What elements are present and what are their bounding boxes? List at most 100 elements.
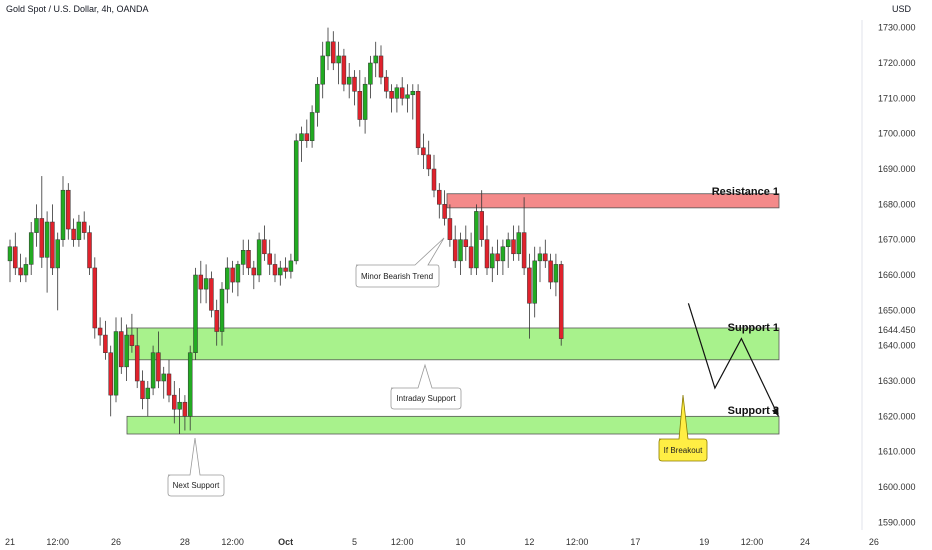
candles (7, 27, 564, 434)
candle (193, 267, 198, 360)
candle-body (527, 267, 532, 304)
candle (225, 257, 230, 304)
candle (262, 225, 267, 261)
candle-body (452, 239, 458, 262)
candle-body (225, 267, 230, 290)
x-tick-label: 21 (5, 537, 15, 547)
candle (410, 84, 416, 120)
candle (421, 133, 426, 169)
candle-body (368, 62, 373, 85)
y-tick-label: 1590.000 (878, 517, 916, 527)
candle-body (34, 218, 39, 233)
candle-body (484, 239, 490, 269)
candle-body (474, 211, 479, 269)
candle-body (198, 274, 204, 290)
candle-body (378, 55, 384, 78)
candle (373, 41, 378, 78)
candle-body (336, 55, 341, 64)
candle-body (384, 76, 389, 92)
x-tick-label: 10 (455, 537, 465, 547)
candle-body (399, 87, 405, 99)
candle (548, 253, 553, 290)
candle (87, 225, 92, 275)
candle-body (490, 253, 495, 269)
candle-body (187, 352, 193, 417)
candle (468, 232, 474, 275)
candle-body (108, 352, 113, 396)
candle-body (28, 232, 34, 265)
candle (490, 246, 495, 283)
candle (76, 214, 82, 247)
candle (458, 232, 463, 275)
intraday-support-text: Intraday Support (396, 394, 456, 403)
candle-body (18, 267, 23, 276)
candle-body (193, 274, 198, 353)
candle-body (150, 352, 156, 389)
candle (500, 239, 506, 275)
candle-body (315, 83, 320, 113)
candle (7, 239, 13, 283)
candle-body (320, 55, 325, 85)
candle (134, 328, 140, 389)
candle (346, 63, 352, 99)
candle (378, 45, 384, 85)
candle-body (103, 334, 108, 353)
intraday-support-callout: Intraday Support (390, 363, 462, 410)
candle-body (92, 267, 98, 329)
candle-body (209, 278, 214, 311)
candle (240, 239, 246, 275)
candle-body (532, 260, 537, 304)
candle (219, 282, 225, 346)
candle (166, 359, 172, 403)
next-support-callout: Next Support (167, 437, 225, 497)
candle-body (13, 246, 18, 269)
x-tick-label: 19 (699, 537, 709, 547)
candle (521, 197, 527, 275)
support-1-zone (126, 327, 780, 361)
x-tick-label: 26 (111, 537, 121, 547)
candle-body (331, 41, 336, 64)
y-tick-label: 1690.000 (878, 164, 916, 174)
candle-body (357, 91, 363, 120)
candle-body (543, 253, 548, 262)
candle-body (203, 278, 209, 290)
candle-body (182, 401, 188, 417)
candle-body (119, 331, 124, 368)
x-tick-label: Oct (278, 537, 293, 547)
candle-body (66, 189, 71, 230)
candle-body (437, 189, 442, 205)
candle (256, 232, 262, 283)
candle (437, 183, 442, 219)
candle-body (140, 380, 145, 399)
candle-body (548, 260, 553, 283)
price-axis[interactable]: 1590.000 1600.000 1610.000 1620.000 1630.000… (861, 20, 916, 530)
candle (251, 260, 257, 290)
candle (182, 395, 188, 431)
y-tick-label: 1650.000 (878, 305, 916, 315)
x-tick-label: 12 (524, 537, 534, 547)
candle-body (81, 221, 87, 233)
candle (511, 225, 516, 261)
candle-body (431, 168, 437, 191)
candle-body (505, 239, 511, 247)
candle-body (394, 87, 400, 99)
candle (283, 257, 288, 279)
candle (320, 41, 325, 99)
x-tick-label: 12:00 (46, 537, 69, 547)
x-tick-label: 26 (869, 537, 879, 547)
candle (537, 246, 543, 283)
candle-body (458, 239, 463, 262)
y-tick-label: 1610.000 (878, 447, 916, 457)
candle-body (134, 345, 140, 382)
candle-body (410, 91, 416, 96)
candle (394, 84, 400, 113)
candle (187, 345, 193, 431)
candle-body (113, 331, 119, 396)
candle (415, 84, 421, 155)
x-tick-label: 28 (180, 537, 190, 547)
candle-body (405, 94, 410, 99)
current-price-label: 1644.450 (878, 325, 916, 335)
time-axis[interactable]: 21 12:00 26 28 12:00 Oct 5 12:00 10 12 12:00 17 19 12… (5, 537, 879, 547)
candle (214, 299, 219, 346)
